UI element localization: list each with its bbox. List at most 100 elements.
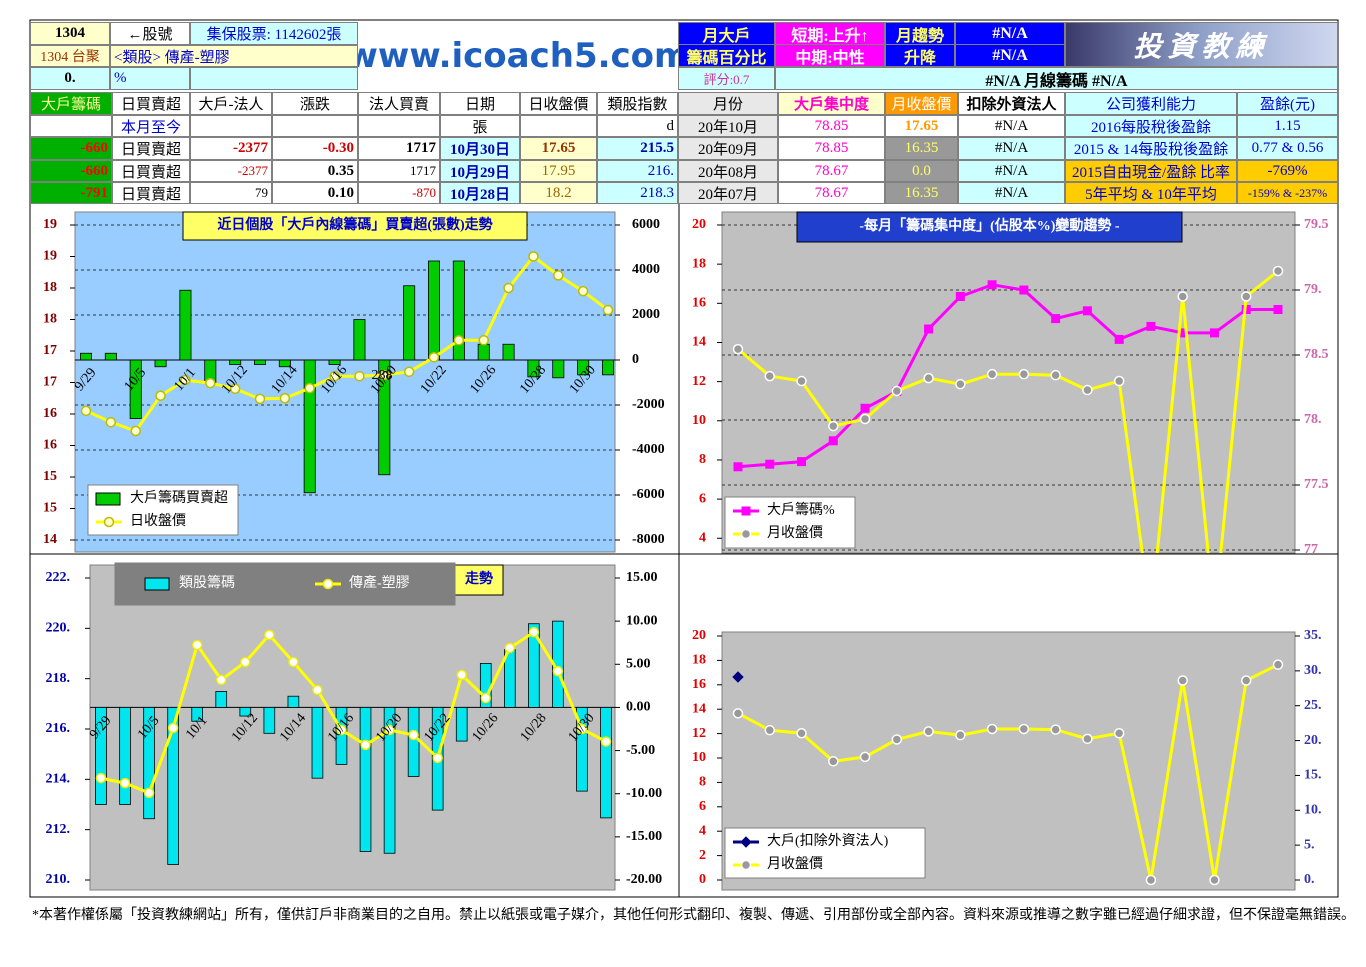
tick-label: 16 <box>43 438 57 453</box>
point <box>167 722 179 734</box>
point <box>987 280 997 290</box>
point <box>480 692 492 704</box>
point <box>955 729 966 741</box>
table-cell: -2377 <box>190 137 272 160</box>
point <box>191 639 203 651</box>
tick-label: 6000 <box>632 217 660 232</box>
shares: 集保股票: 1142602張 <box>190 22 358 45</box>
plot-area <box>721 211 1296 554</box>
legend-label: 日收盤價 <box>130 512 186 529</box>
tick-label: 25. <box>1304 698 1322 713</box>
tick-label: 14 <box>692 335 706 350</box>
bar <box>455 707 468 742</box>
tick-label: 214. <box>46 772 71 787</box>
bar <box>602 359 614 376</box>
point <box>130 425 141 437</box>
point <box>1051 314 1061 324</box>
tick-label: -15.00 <box>626 829 662 844</box>
table-cell: -870 <box>358 182 440 204</box>
table-header: 法人買賣 <box>358 92 440 115</box>
tick-label: 18 <box>692 256 706 271</box>
point <box>528 251 539 262</box>
month-trend: 升降 <box>885 44 955 67</box>
na: #N/A <box>955 22 1065 45</box>
table-cell: -660 <box>30 160 112 182</box>
table-cell: 216. <box>597 160 678 182</box>
table-cell <box>358 115 440 137</box>
tick-label: 4 <box>699 530 706 545</box>
bar <box>104 352 117 361</box>
table-header: 大戶籌碼 <box>30 92 112 115</box>
footer: *本著作權係屬「投資教練網站」所有，僅供訂戶非商業目的之自用。禁止以紙張或電子媒… <box>32 906 1355 923</box>
tick-label: 17 <box>43 343 57 358</box>
table-cell <box>272 115 358 137</box>
table-cell: 2015自由現金/盈餘 比率 <box>1065 160 1237 182</box>
point <box>577 285 589 297</box>
point <box>1272 265 1284 277</box>
bar <box>359 707 372 852</box>
bar <box>528 623 540 708</box>
point <box>552 665 564 677</box>
point <box>304 382 315 394</box>
table-cell: -2377 <box>190 160 272 182</box>
line <box>85 254 609 433</box>
table-header: 大戶集中度 <box>778 92 885 115</box>
point <box>764 370 776 382</box>
bar <box>600 707 612 819</box>
legend-marker <box>740 836 752 848</box>
tick-label: 16 <box>692 296 706 311</box>
tick-label: 5. <box>1304 837 1315 852</box>
point <box>1272 659 1284 670</box>
point <box>859 751 871 763</box>
tick-label: -8000 <box>632 532 665 547</box>
score: 評分:0.7 <box>678 67 775 90</box>
bar <box>191 707 204 722</box>
point <box>180 374 191 386</box>
point <box>1082 384 1093 396</box>
bar <box>229 359 242 365</box>
legend-label: 傳產-塑膠 <box>349 574 410 591</box>
point <box>1082 306 1092 316</box>
point <box>354 370 365 382</box>
bar <box>80 352 92 361</box>
title-box <box>182 211 528 241</box>
bar <box>143 707 155 820</box>
table-cell: 20年10月 <box>678 115 778 137</box>
table-cell: -769% <box>1237 160 1338 182</box>
legend-label: 大戶(扣除外資法人) <box>767 833 889 849</box>
tick-label: -5.00 <box>626 743 655 758</box>
line <box>737 269 1279 553</box>
legend-box <box>114 562 456 606</box>
tick-label: 17 <box>43 375 57 390</box>
point <box>1209 874 1220 886</box>
title-box <box>454 564 504 596</box>
point <box>503 282 514 294</box>
point <box>432 752 443 764</box>
legend-swatch <box>144 577 170 591</box>
chart-title: -每月「籌碼集中度」(佔股本%)變動趨勢 - <box>859 217 1119 234</box>
legend-label: 大戶籌碼買賣超 <box>130 490 228 506</box>
stock-code: 1304 <box>30 22 110 45</box>
point <box>329 370 340 382</box>
table-cell: -0.30 <box>272 137 358 160</box>
tick-label: 79. <box>1304 282 1322 297</box>
table-cell: 2015 & 14每股稅後盈餘 <box>1065 137 1237 160</box>
tick-label: 15 <box>43 469 57 484</box>
tick-label: 10. <box>1304 803 1322 818</box>
bar <box>353 319 366 361</box>
pct-unit: % <box>110 67 190 90</box>
bar <box>303 359 316 494</box>
table-cell: #N/A <box>958 182 1065 204</box>
table-cell <box>190 115 272 137</box>
bar <box>428 260 440 361</box>
point <box>600 736 612 747</box>
table-cell: 20年09月 <box>678 137 778 160</box>
tick-label: 6 <box>699 799 706 814</box>
tick-label: 12 <box>692 726 706 741</box>
line <box>737 283 1278 469</box>
table-cell: 79 <box>190 182 272 204</box>
table-cell: 20年08月 <box>678 160 778 182</box>
monthly-label: 月大戶 <box>678 22 775 45</box>
na: #N/A <box>955 44 1065 67</box>
